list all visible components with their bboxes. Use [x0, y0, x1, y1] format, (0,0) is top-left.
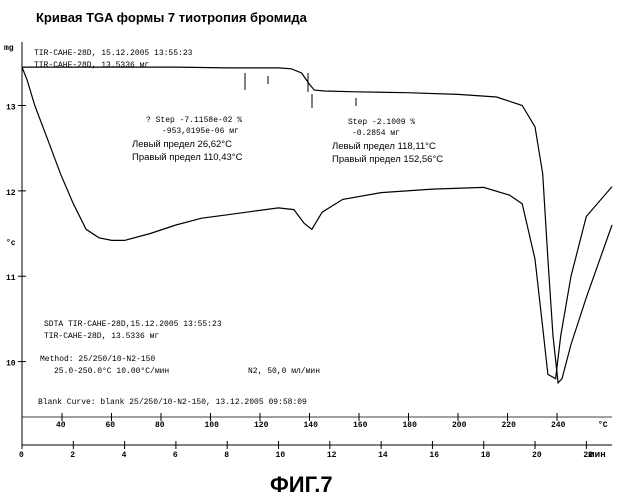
page-title: Кривая TGA формы 7 тиотропия бромида	[36, 10, 308, 25]
step1-right-limit: Правый предел 110,43°C	[132, 152, 243, 163]
x-ticks: 0246810121416182022	[19, 441, 593, 460]
top-tick-label: 220	[502, 421, 517, 430]
top-tick-label: 100	[205, 421, 220, 430]
info-line-5: N2, 50,0 мл/мин	[248, 367, 320, 376]
info-line-4: 25.0-250.0°C 10.00°C/мин	[54, 367, 169, 376]
top-tick-label: 240	[551, 421, 566, 430]
top-tick-label: 40	[56, 421, 66, 430]
x-tick-label: 10	[276, 451, 286, 460]
step1-step-line: ? Step -7.1158e-02 %	[146, 116, 242, 125]
y-tick-label: 10	[6, 360, 16, 369]
x-unit-label: мин	[588, 449, 606, 459]
info-line-3: Method: 25/250/10-N2-150	[40, 355, 155, 364]
top-axis-unit: °C	[598, 421, 608, 430]
x-tick-label: 12	[327, 451, 337, 460]
top-tick-label: 200	[452, 421, 467, 430]
blank-curve-line: Blank Curve: blank 25/250/10-N2-150, 13.…	[38, 398, 307, 407]
top-tick-label: 120	[254, 421, 269, 430]
step1-left-limit: Левый предел 26,62°C	[132, 139, 232, 150]
header-line-2: TIR-CAHE-28D, 13.5336 мг	[34, 61, 149, 70]
step1-mass-line: -953,0195e-06 мг	[162, 127, 239, 136]
top-tick-label: 140	[304, 421, 319, 430]
info-line-2: TIR-CAHE-28D, 13.5336 мг	[44, 332, 159, 341]
step2-mass-line: -0.2854 мг	[352, 129, 400, 138]
x-tick-label: 8	[224, 451, 229, 460]
tga-chart: Кривая TGA формы 7 тиотропия бромида mg …	[0, 0, 620, 500]
x-tick-label: 18	[481, 451, 491, 460]
y-tick-label: 12	[6, 189, 16, 198]
y-unit-mid: °c	[6, 239, 16, 248]
top-tick-label: 160	[353, 421, 368, 430]
x-tick-label: 2	[70, 451, 75, 460]
step1-markers	[245, 73, 356, 108]
info-line-1: SDTA TIR-CAHE-28D,15.12.2005 13:55:23	[44, 320, 222, 329]
step2-left-limit: Левый предел 118,11°C	[332, 141, 436, 152]
y-tick-label: 11	[6, 274, 16, 283]
step2-step-line: Step -2.1009 %	[348, 118, 415, 127]
step2-right-limit: Правый предел 152,56°C	[332, 154, 443, 165]
top-tick-label: 60	[106, 421, 116, 430]
top-tick-label: 180	[403, 421, 418, 430]
top-tick-label: 80	[155, 421, 165, 430]
x-tick-label: 0	[19, 451, 24, 460]
x-tick-label: 4	[122, 451, 127, 460]
top-temp-ticks: 40 60 80 100 120 140 160 180 200 220 240	[56, 413, 566, 430]
x-tick-label: 6	[173, 451, 178, 460]
header-line-1: TIR-CAHE-28D, 15.12.2005 13:55:23	[34, 49, 193, 58]
y-tick-label: 13	[6, 103, 16, 112]
figure-label: ФИГ.7	[270, 472, 333, 497]
x-tick-label: 20	[532, 451, 542, 460]
y-ticks: 10 11 12 13	[6, 103, 26, 368]
x-tick-label: 16	[429, 451, 439, 460]
x-tick-label: 14	[378, 451, 388, 460]
y-unit-top: mg	[4, 44, 14, 53]
